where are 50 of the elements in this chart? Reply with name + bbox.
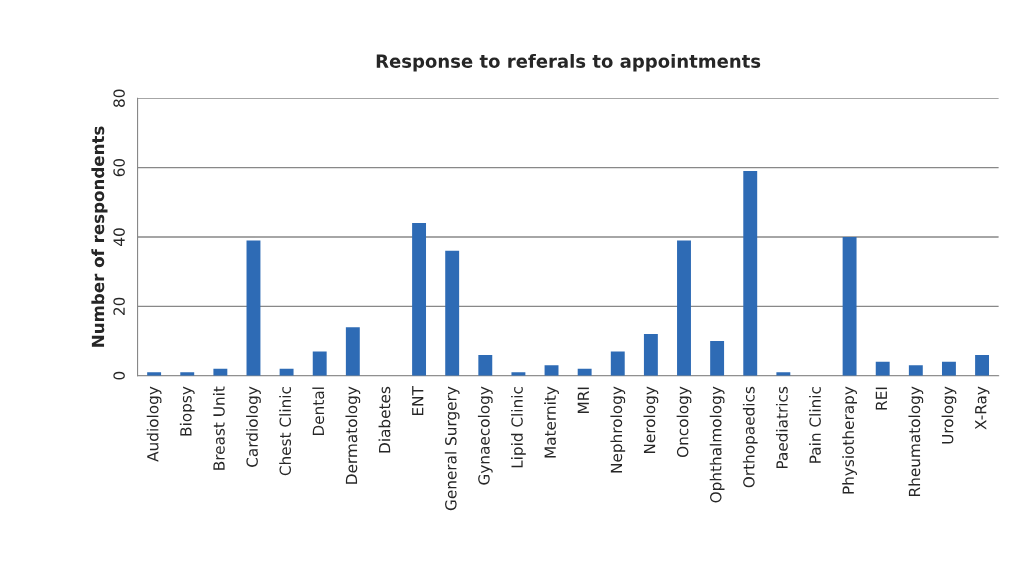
x-tick-label: Nerology (643, 386, 659, 454)
bar (246, 240, 261, 376)
x-tick-label: Paediatrics (775, 386, 788, 469)
x-tick-label: Chest Clinic (279, 387, 292, 476)
x-tick-label: Physiotherapy (842, 386, 857, 494)
x-tick-label: Orthopaedics (742, 386, 758, 488)
x-tick-label: X-Ray (975, 386, 990, 430)
bar (478, 354, 493, 376)
x-tick-label: MRI (577, 387, 589, 413)
x-tick-label: Lipid Clinic (511, 387, 526, 468)
bar (908, 365, 923, 376)
bar (941, 361, 956, 376)
bar (842, 236, 857, 376)
x-tick-label: Urology (941, 386, 957, 444)
bar (643, 334, 658, 376)
x-tick-label: Ophthalmology (709, 386, 725, 503)
x-tick-label: Rheumatology (908, 386, 924, 496)
x-tick-label: Pain Clinic (809, 387, 821, 463)
bar (710, 341, 725, 376)
bar (875, 361, 890, 376)
x-tick-label: Nephrology (610, 386, 626, 473)
chart-title: Response to referals to appointments (376, 53, 761, 72)
y-axis-title: Number of respondents (91, 126, 108, 347)
bar (743, 171, 758, 376)
x-tick-label: Oncology (676, 386, 692, 458)
bar (544, 365, 559, 376)
y-tick-label: 40 (113, 228, 125, 246)
x-tick-label: Audiology (146, 386, 162, 462)
x-tick-label: Gynaecology (477, 386, 493, 485)
bar (677, 240, 691, 376)
bar (610, 351, 625, 376)
x-tick-label: REI (875, 387, 887, 410)
x-tick-label: Breast Unit (212, 386, 225, 470)
x-tick-label: Maternity (544, 386, 559, 458)
x-tick-label: Dental (312, 387, 325, 436)
y-tick-label: 80 (113, 89, 125, 107)
y-tick-label: 20 (113, 297, 125, 315)
bar (445, 250, 460, 376)
x-tick-label: ENT (412, 386, 424, 416)
bar (312, 351, 327, 376)
x-tick-label: General Surgery (444, 386, 460, 511)
bar (412, 223, 427, 376)
x-tick-label: Dermatology (345, 386, 361, 484)
bar (975, 354, 990, 376)
x-tick-label: Biopsy (179, 386, 195, 436)
y-tick-label: 0 (113, 371, 125, 380)
bar (345, 327, 360, 376)
x-tick-label: Cardiology (246, 386, 261, 467)
y-tick-label: 60 (113, 158, 125, 177)
x-tick-label: Diabetes (378, 386, 391, 453)
